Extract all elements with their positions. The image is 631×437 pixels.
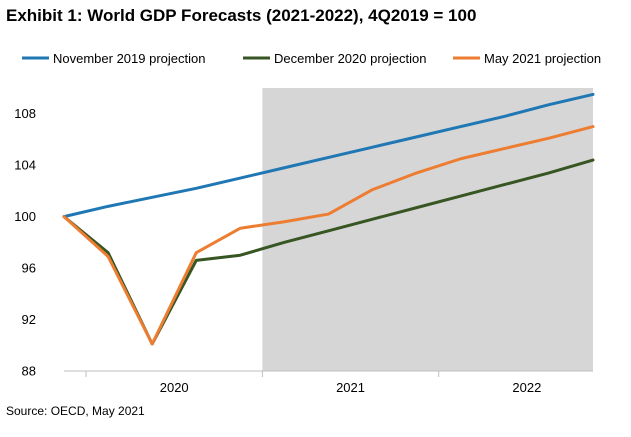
- series-line-november-2019-projection: [62, 92, 595, 219]
- series-line-may-2021-projection: [62, 125, 595, 346]
- y-tick-label: 96: [22, 261, 36, 276]
- legend-label: December 2020 projection: [274, 51, 426, 66]
- chart-title: Exhibit 1: World GDP Forecasts (2021-202…: [6, 6, 477, 25]
- legend: November 2019 projection December 2020 pr…: [22, 51, 601, 66]
- forecast-shading-layer: [262, 88, 593, 371]
- y-tick-label: 88: [22, 364, 36, 379]
- y-tick-label: 108: [14, 106, 36, 121]
- axes: 88 92 96 100 104 108 2020 2021 2022: [14, 106, 593, 395]
- series-lines: [62, 92, 595, 346]
- y-tick-label: 92: [22, 312, 36, 327]
- x-tick-label: 2022: [512, 380, 541, 395]
- legend-label: May 2021 projection: [484, 51, 601, 66]
- source-note: Source: OECD, May 2021: [6, 404, 145, 418]
- x-tick-label: 2021: [336, 380, 365, 395]
- forecast-shaded-region: [262, 88, 593, 371]
- legend-label: November 2019 projection: [53, 51, 205, 66]
- y-tick-label: 104: [14, 158, 36, 173]
- x-tick-label: 2020: [160, 380, 189, 395]
- y-tick-label: 100: [14, 209, 36, 224]
